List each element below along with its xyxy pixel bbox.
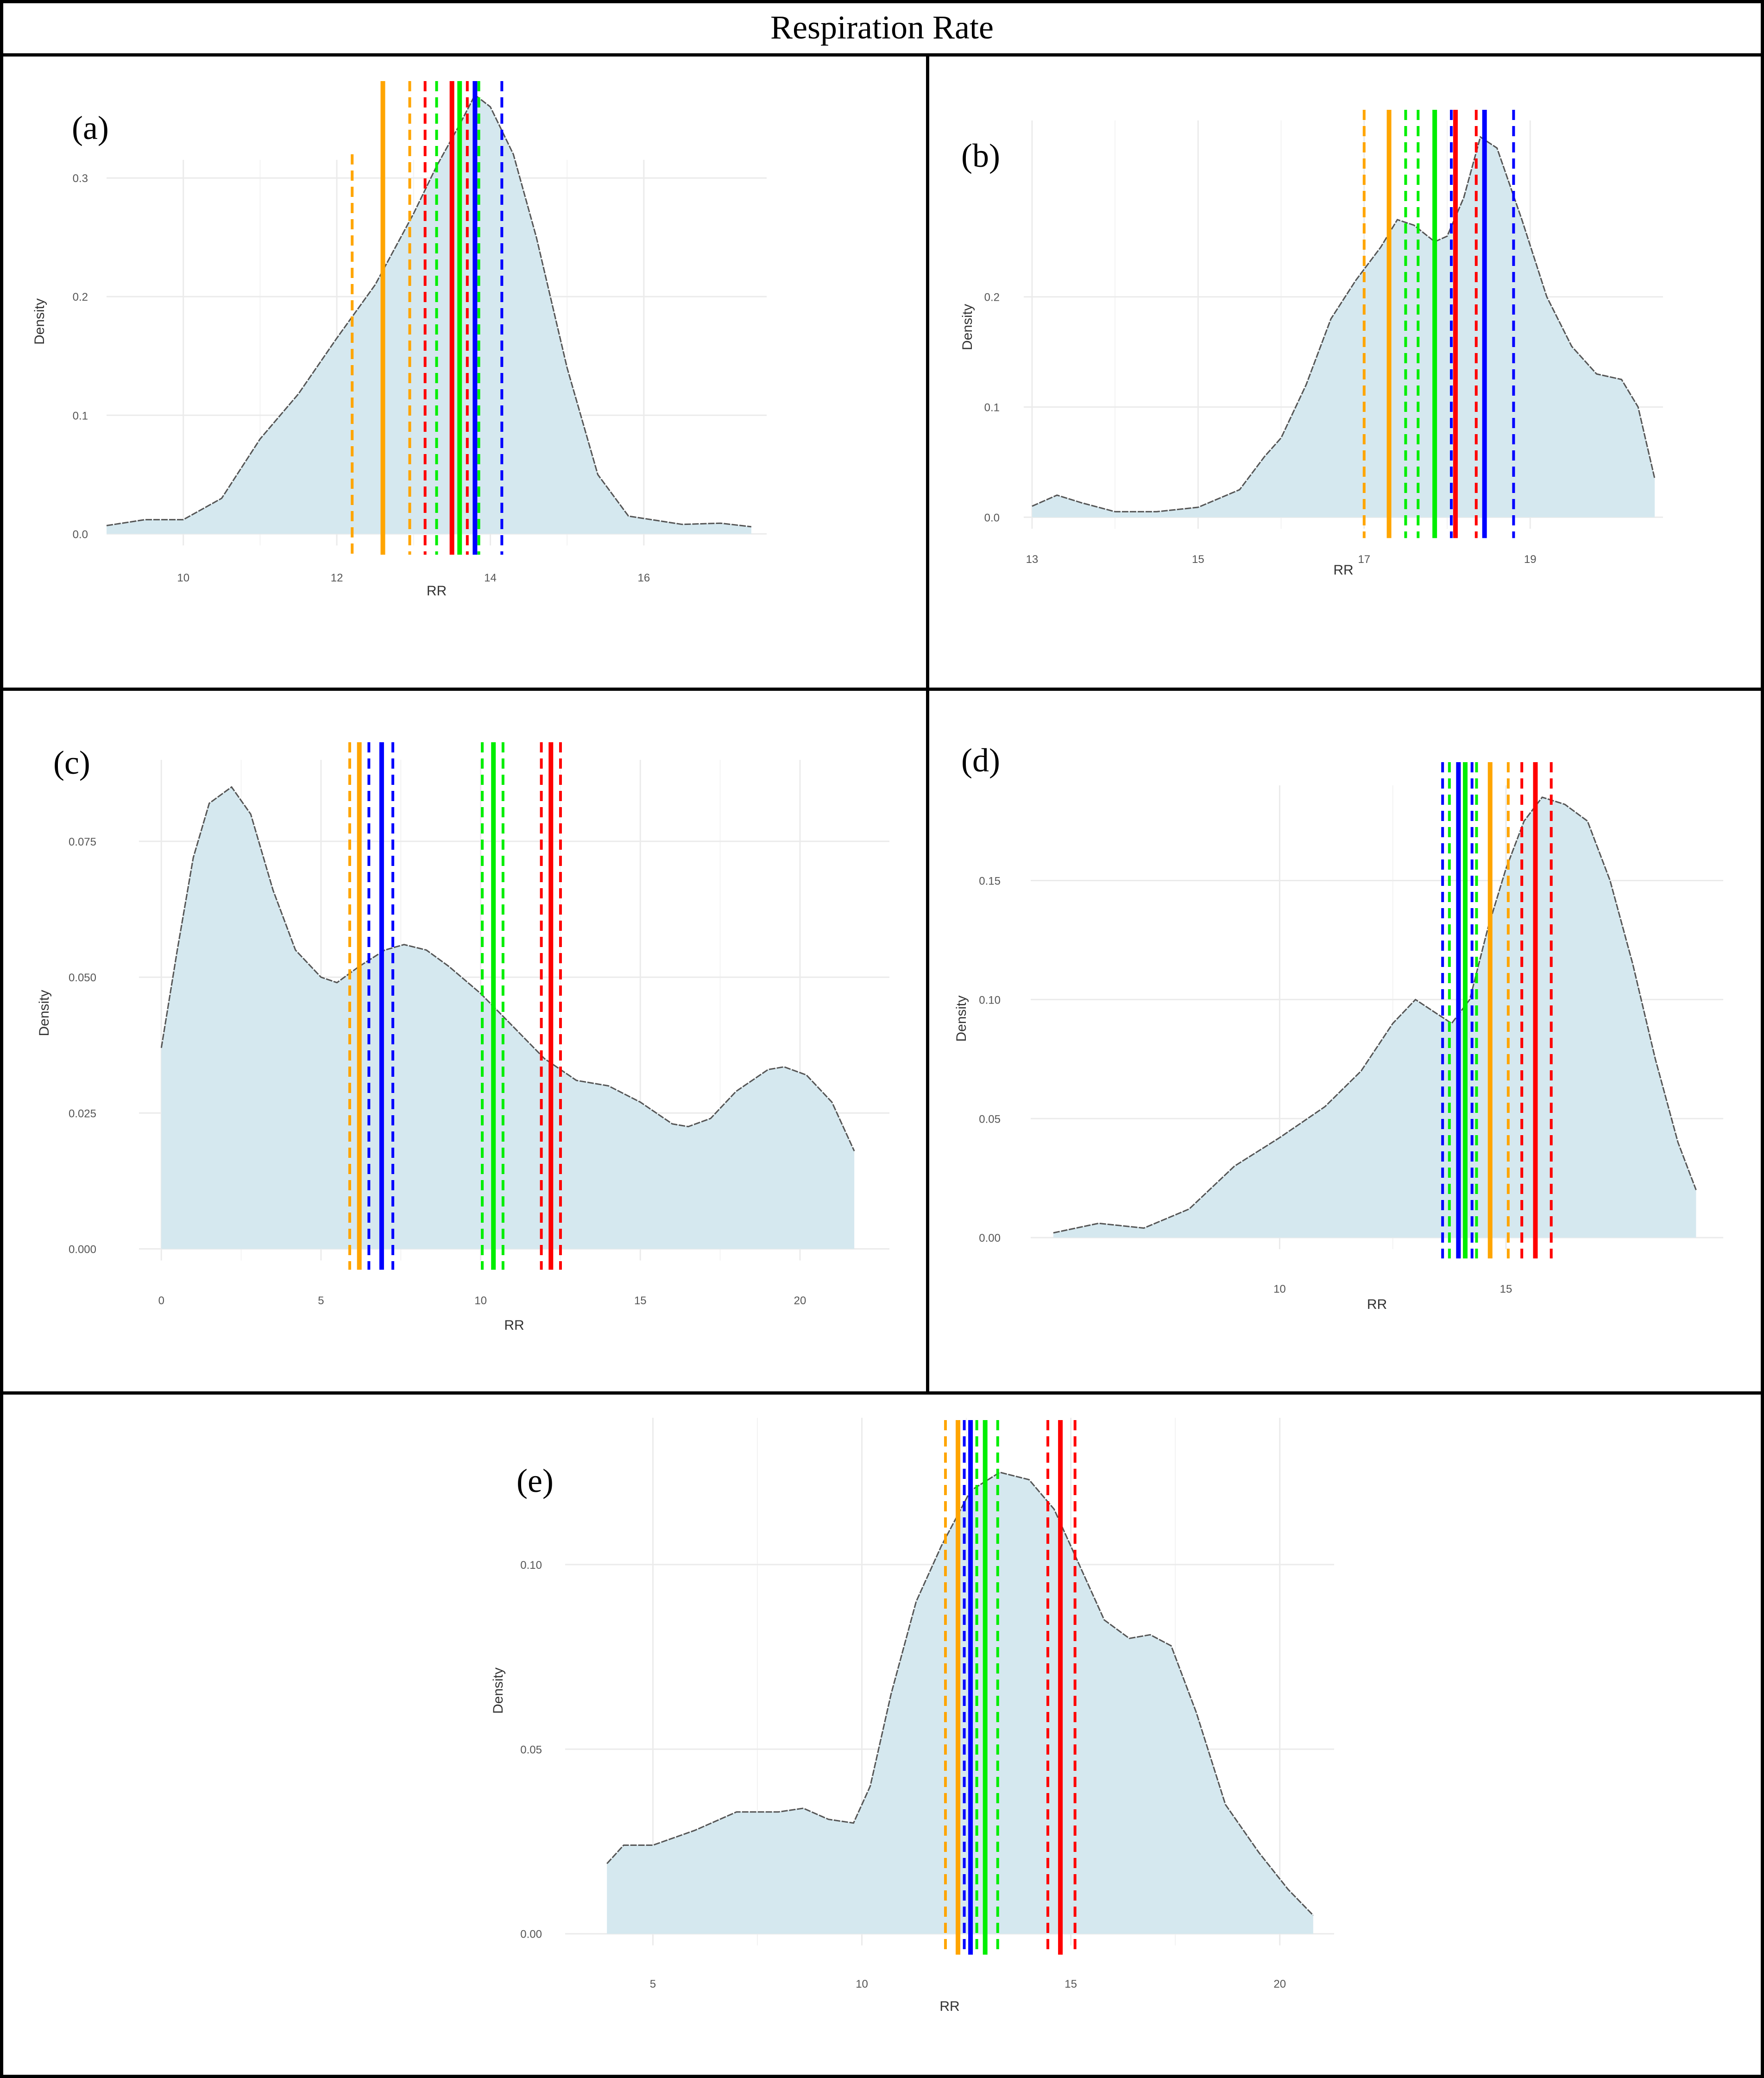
x-tick-label: 20 xyxy=(794,1295,806,1307)
border-row2-row3 xyxy=(0,1391,1764,1395)
border-under-title xyxy=(0,53,1764,57)
y-tick-label: 0.075 xyxy=(69,836,96,848)
x-tick-label: 19 xyxy=(1524,553,1537,566)
y-tick-label: 0.2 xyxy=(984,291,1000,304)
y-axis-label: Density xyxy=(32,298,47,345)
x-tick-label: 0 xyxy=(158,1295,164,1307)
x-tick-label: 5 xyxy=(650,1978,656,1990)
density-area xyxy=(161,787,855,1249)
x-axis-label: RR xyxy=(504,1318,524,1333)
y-tick-label: 0.10 xyxy=(520,1559,542,1572)
y-axis-label: Density xyxy=(37,990,52,1036)
x-tick-label: 20 xyxy=(1273,1978,1286,1990)
y-tick-label: 0.050 xyxy=(69,972,96,984)
x-tick-label: 12 xyxy=(331,572,343,584)
border-bottom xyxy=(0,2075,1764,2078)
panel-label: (c) xyxy=(53,744,90,781)
y-tick-label: 0.0 xyxy=(73,528,88,541)
density-curve xyxy=(160,786,855,1152)
figure-title: Respiration Rate xyxy=(770,8,994,46)
density-area xyxy=(1053,797,1696,1238)
x-tick-label: 13 xyxy=(1026,553,1039,566)
y-tick-label: 0.05 xyxy=(520,1743,542,1756)
panel-c: 0 5 10 15 20 0.000 0.025 0.050 0.075 RR Density (c) xyxy=(37,742,889,1333)
y-tick-label: 0.025 xyxy=(69,1107,96,1120)
y-tick-label: 0.15 xyxy=(979,875,1001,888)
border-middle-row1 xyxy=(926,55,929,689)
density-curve xyxy=(1053,796,1697,1234)
y-tick-label: 0.2 xyxy=(73,291,88,303)
x-tick-label: 15 xyxy=(1500,1283,1512,1295)
panel-label: (d) xyxy=(961,742,1000,779)
y-tick-label: 0.1 xyxy=(984,401,1000,414)
x-tick-label: 14 xyxy=(484,572,497,584)
x-tick-label: 15 xyxy=(634,1295,647,1307)
y-tick-label: 0.000 xyxy=(69,1243,96,1256)
x-tick-label: 5 xyxy=(318,1295,324,1307)
y-tick-label: 0.10 xyxy=(979,994,1001,1006)
y-axis-label: Density xyxy=(491,1667,506,1714)
border-left xyxy=(0,0,3,2078)
density-curve xyxy=(1032,136,1656,512)
border-right xyxy=(1761,0,1764,2078)
x-axis-label: RR xyxy=(1333,562,1353,578)
x-tick-label: 10 xyxy=(1273,1283,1286,1295)
panel-d: 10 15 0.00 0.05 0.10 0.15 RR Density (d) xyxy=(954,742,1723,1312)
x-tick-label: 16 xyxy=(638,572,650,584)
border-middle-row2 xyxy=(926,689,929,1393)
panel-a: 10 12 14 16 0.0 0.1 0.2 0.3 RR Density (a) xyxy=(32,81,767,599)
density-area xyxy=(1032,137,1655,518)
x-axis-label: RR xyxy=(939,1999,959,2014)
y-axis-label: Density xyxy=(954,995,969,1042)
y-tick-label: 0.3 xyxy=(73,172,88,185)
panel-label: (e) xyxy=(517,1462,554,1499)
y-tick-label: 0.00 xyxy=(520,1928,542,1941)
x-tick-label: 10 xyxy=(177,572,189,584)
y-axis-label: Density xyxy=(960,304,975,350)
x-tick-label: 15 xyxy=(1192,553,1204,566)
border-row1-row2 xyxy=(0,688,1764,691)
x-axis-label: RR xyxy=(427,583,447,599)
panel-e: 5 10 15 20 0.00 0.05 0.10 RR Density (e) xyxy=(491,1418,1334,2014)
panel-label: (b) xyxy=(961,137,1000,174)
y-tick-label: 0.1 xyxy=(73,410,88,422)
x-axis-label: RR xyxy=(1367,1297,1387,1312)
x-tick-label: 15 xyxy=(1065,1978,1077,1990)
y-tick-label: 0.00 xyxy=(979,1232,1001,1244)
x-tick-label: 10 xyxy=(474,1295,487,1307)
density-area xyxy=(107,95,751,534)
y-tick-label: 0.0 xyxy=(984,512,1000,524)
border-top xyxy=(0,0,1764,3)
y-tick-label: 0.05 xyxy=(979,1113,1001,1125)
x-tick-label: 17 xyxy=(1358,553,1370,566)
panel-label: (a) xyxy=(72,109,109,146)
x-tick-label: 10 xyxy=(856,1978,868,1990)
panel-b: 13 15 17 19 0.0 0.1 0.2 RR Density (b) xyxy=(960,110,1663,578)
